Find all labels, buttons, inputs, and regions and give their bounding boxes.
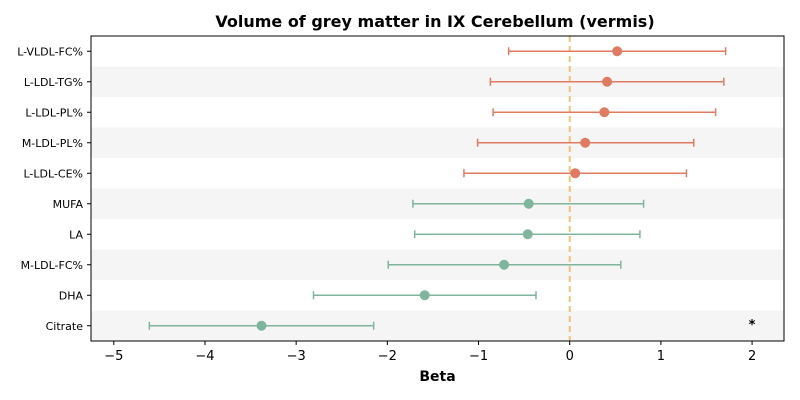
forest-row (507, 46, 727, 57)
point-estimate (599, 107, 610, 118)
forest-row (312, 290, 537, 301)
y-tick-label: M-LDL-FC% (21, 259, 83, 272)
point-estimate (499, 259, 510, 270)
chart-title: Volume of grey matter in IX Cerebellum (… (215, 12, 654, 31)
x-axis: −5 −4 −3 −2 −1 0 1 2 (104, 341, 756, 364)
x-tick-label: 1 (657, 349, 665, 364)
point-estimate (580, 137, 591, 148)
y-tick-label: LA (69, 228, 83, 241)
x-axis-label: Beta (419, 369, 455, 385)
forest-row (148, 320, 375, 331)
plot-frame (90, 35, 785, 342)
x-tick-label: −4 (195, 349, 214, 364)
point-estimate (522, 229, 533, 240)
point-estimate (602, 76, 613, 87)
x-tick-label: −1 (469, 349, 488, 364)
significance-marker: * (749, 318, 756, 333)
y-axis: L-VLDL-FC% L-LDL-TG% L-LDL-PL% M-LDL-PL% L-L… (17, 45, 91, 333)
point-estimate (523, 198, 534, 209)
forest-row (412, 198, 645, 209)
y-tick-label: L-VLDL-FC% (17, 45, 83, 58)
point-estimate (612, 46, 623, 57)
x-tick-label: −3 (287, 349, 306, 364)
point-estimate (256, 320, 267, 331)
x-tick-label: 0 (566, 349, 574, 364)
forest-row (476, 137, 695, 148)
x-tick-label: −2 (378, 349, 397, 364)
y-tick-label: Citrate (46, 320, 84, 333)
forest-row (492, 107, 717, 118)
y-tick-label: L-LDL-CE% (24, 167, 84, 180)
forest-row (489, 76, 725, 87)
forest-row (387, 259, 622, 270)
x-tick-label: 2 (748, 349, 756, 364)
point-estimate (419, 290, 430, 301)
point-estimate (570, 168, 581, 179)
y-tick-label: DHA (59, 289, 84, 302)
x-tick-label: −5 (104, 349, 123, 364)
forest-row (463, 168, 688, 179)
y-tick-label: L-LDL-TG% (24, 76, 83, 89)
forest-row (413, 229, 641, 240)
y-tick-label: L-LDL-PL% (25, 106, 83, 119)
series: * (148, 46, 756, 333)
y-tick-label: MUFA (53, 198, 84, 211)
y-tick-label: M-LDL-PL% (22, 137, 83, 150)
